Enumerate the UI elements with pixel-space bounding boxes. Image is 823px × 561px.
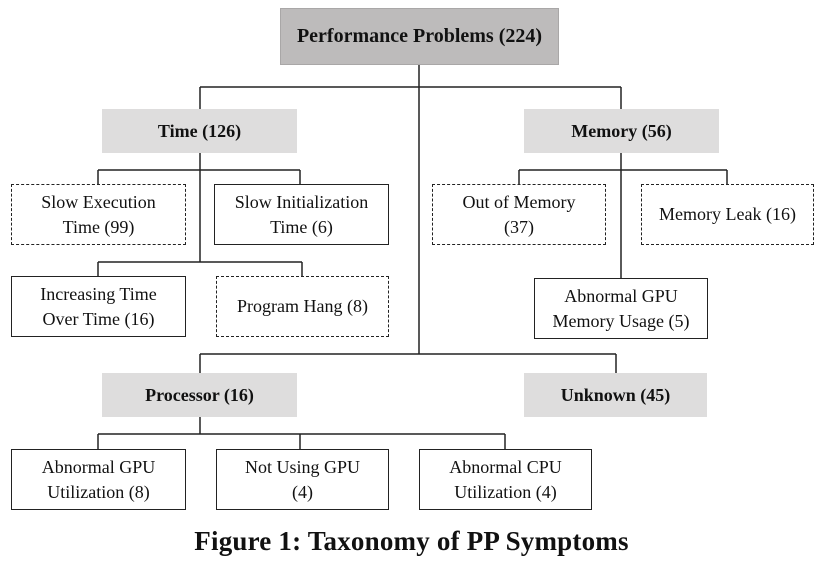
symptom-slow-execution: Slow Execution Time (99): [11, 184, 186, 245]
symptom-slow-initialization-line1: Slow Initialization: [234, 191, 369, 212]
root-label: Performance Problems (224): [296, 25, 543, 47]
symptom-program-hang-line1: Program Hang (8): [237, 296, 368, 316]
category-unknown-label: Unknown (45): [560, 384, 671, 405]
category-memory: Memory (56): [524, 109, 719, 153]
symptom-increasing-time-line2: Over Time (16): [42, 308, 155, 329]
symptom-slow-execution-line1: Slow Execution: [41, 191, 156, 212]
symptom-abnormal-gpu-memory-line1: Abnormal GPU: [564, 285, 678, 306]
symptom-out-of-memory-line1: Out of Memory: [462, 191, 576, 212]
category-processor-label: Processor (16): [145, 384, 254, 405]
figure-caption: Figure 1: Taxonomy of PP Symptoms: [194, 526, 629, 556]
symptom-abnormal-gpu-utilization: Abnormal GPU Utilization (8): [11, 449, 186, 510]
symptom-slow-initialization-line2: Time (6): [270, 216, 333, 237]
symptom-out-of-memory-line2: (37): [503, 216, 534, 237]
symptom-not-using-gpu-line1: Not Using GPU: [244, 456, 360, 477]
symptom-abnormal-cpu-utilization-line1: Abnormal CPU: [449, 456, 562, 477]
symptom-abnormal-gpu-memory: Abnormal GPU Memory Usage (5): [534, 278, 708, 339]
symptom-abnormal-gpu-utilization-line1: Abnormal GPU: [41, 456, 156, 477]
category-time-label: Time (126): [157, 120, 242, 141]
category-unknown: Unknown (45): [524, 373, 707, 417]
symptom-memory-leak: Memory Leak (16): [641, 184, 814, 245]
symptom-abnormal-cpu-utilization-line2: Utilization (4): [454, 481, 557, 502]
symptom-abnormal-gpu-utilization-line2: Utilization (8): [47, 481, 150, 502]
symptom-slow-execution-line2: Time (99): [62, 216, 135, 237]
symptom-not-using-gpu: Not Using GPU (4): [216, 449, 389, 510]
symptom-slow-initialization: Slow Initialization Time (6): [214, 184, 389, 245]
symptom-not-using-gpu-line2: (4): [291, 481, 313, 502]
symptom-abnormal-cpu-utilization: Abnormal CPU Utilization (4): [419, 449, 592, 510]
symptom-program-hang: Program Hang (8): [216, 276, 389, 337]
symptom-out-of-memory: Out of Memory (37): [432, 184, 606, 245]
root-node: Performance Problems (224): [280, 8, 559, 65]
symptom-increasing-time: Increasing Time Over Time (16): [11, 276, 186, 337]
category-time: Time (126): [102, 109, 297, 153]
symptom-memory-leak-line1: Memory Leak (16): [659, 204, 796, 224]
symptom-increasing-time-line1: Increasing Time: [40, 283, 157, 304]
category-processor: Processor (16): [102, 373, 297, 417]
category-memory-label: Memory (56): [571, 120, 672, 141]
symptom-abnormal-gpu-memory-line2: Memory Usage (5): [552, 310, 690, 331]
